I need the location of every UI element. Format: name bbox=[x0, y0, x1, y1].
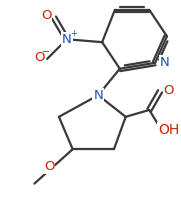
Text: OH: OH bbox=[158, 123, 180, 137]
Text: N: N bbox=[93, 89, 103, 102]
Text: O: O bbox=[34, 51, 45, 64]
Text: −: − bbox=[42, 47, 50, 57]
Text: O: O bbox=[164, 84, 174, 97]
Text: N: N bbox=[62, 33, 72, 46]
Text: +: + bbox=[70, 29, 77, 38]
Text: O: O bbox=[41, 9, 51, 22]
Text: N: N bbox=[160, 56, 170, 69]
Text: O: O bbox=[44, 160, 54, 173]
